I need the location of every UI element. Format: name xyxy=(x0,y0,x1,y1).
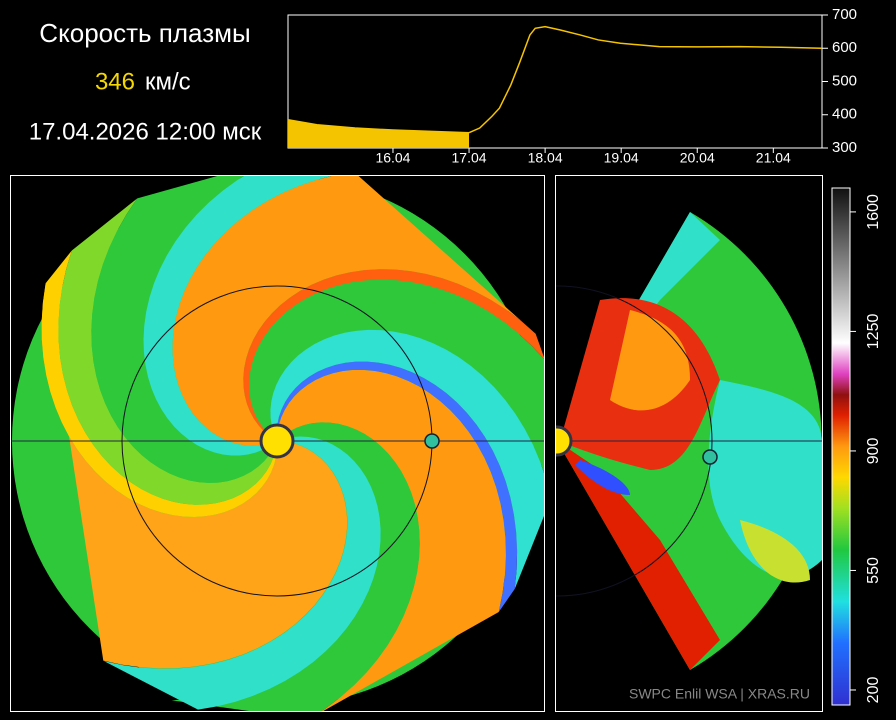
spiral-band xyxy=(41,250,277,517)
spiral-band xyxy=(103,436,381,710)
unit: км/с xyxy=(145,68,191,95)
title: Скорость плазмы xyxy=(39,18,250,48)
region xyxy=(708,380,822,577)
x-tick-label: 18.04 xyxy=(528,150,563,166)
spiral-band xyxy=(143,176,332,456)
meridional-map xyxy=(556,212,822,670)
x-tick-label: 17.04 xyxy=(452,150,487,166)
spiral-band xyxy=(277,361,518,612)
colorbar xyxy=(831,187,851,706)
earth-orbit xyxy=(556,285,713,597)
spiral-band xyxy=(270,329,544,589)
y-tick-label: 700 xyxy=(832,6,857,23)
colorbar-tick-label: 200 xyxy=(865,677,882,704)
region xyxy=(575,460,630,495)
speed: 346 xyxy=(95,68,135,95)
spiral-band xyxy=(91,176,270,483)
line xyxy=(287,118,470,134)
x-tick-label: 21.04 xyxy=(756,150,791,166)
region xyxy=(557,441,720,670)
speed-chart: 300 400 500 600 700 16.04 17.04 18.04 19.04 20.04… xyxy=(287,6,857,166)
left-frame xyxy=(10,175,545,712)
spiral-band xyxy=(171,422,420,711)
line xyxy=(468,25,823,134)
spiral-band xyxy=(172,176,536,446)
datetime: 17.04.2026 12:00 мск xyxy=(29,118,262,145)
spiral-band xyxy=(58,198,274,505)
colorbar-tick-label: 1250 xyxy=(865,314,882,350)
spiral-band xyxy=(41,283,348,669)
spiral-band xyxy=(278,369,506,711)
sun xyxy=(259,423,295,459)
colorbar-tick-label: 1600 xyxy=(865,194,882,230)
y-tick-label: 600 xyxy=(832,39,857,56)
region xyxy=(740,520,810,583)
x-tick-label: 20.04 xyxy=(680,150,715,166)
colorbar-tick-label: 550 xyxy=(865,557,882,584)
y-tick-label: 400 xyxy=(832,106,857,123)
right-frame xyxy=(555,175,823,712)
sun xyxy=(556,425,573,457)
earth xyxy=(702,449,718,465)
credit: SWPC Enlil WSA | XRAS.RU xyxy=(629,686,810,702)
earth xyxy=(424,433,440,449)
colorbar-tick-label: 900 xyxy=(865,437,882,464)
x-tick-label: 19.04 xyxy=(604,150,639,166)
y-tick-label: 300 xyxy=(832,139,857,156)
left-overlay xyxy=(11,285,544,597)
y-tick-label: 500 xyxy=(832,72,857,89)
spiral-band xyxy=(249,279,544,474)
x-tick-label: 16.04 xyxy=(375,150,410,166)
